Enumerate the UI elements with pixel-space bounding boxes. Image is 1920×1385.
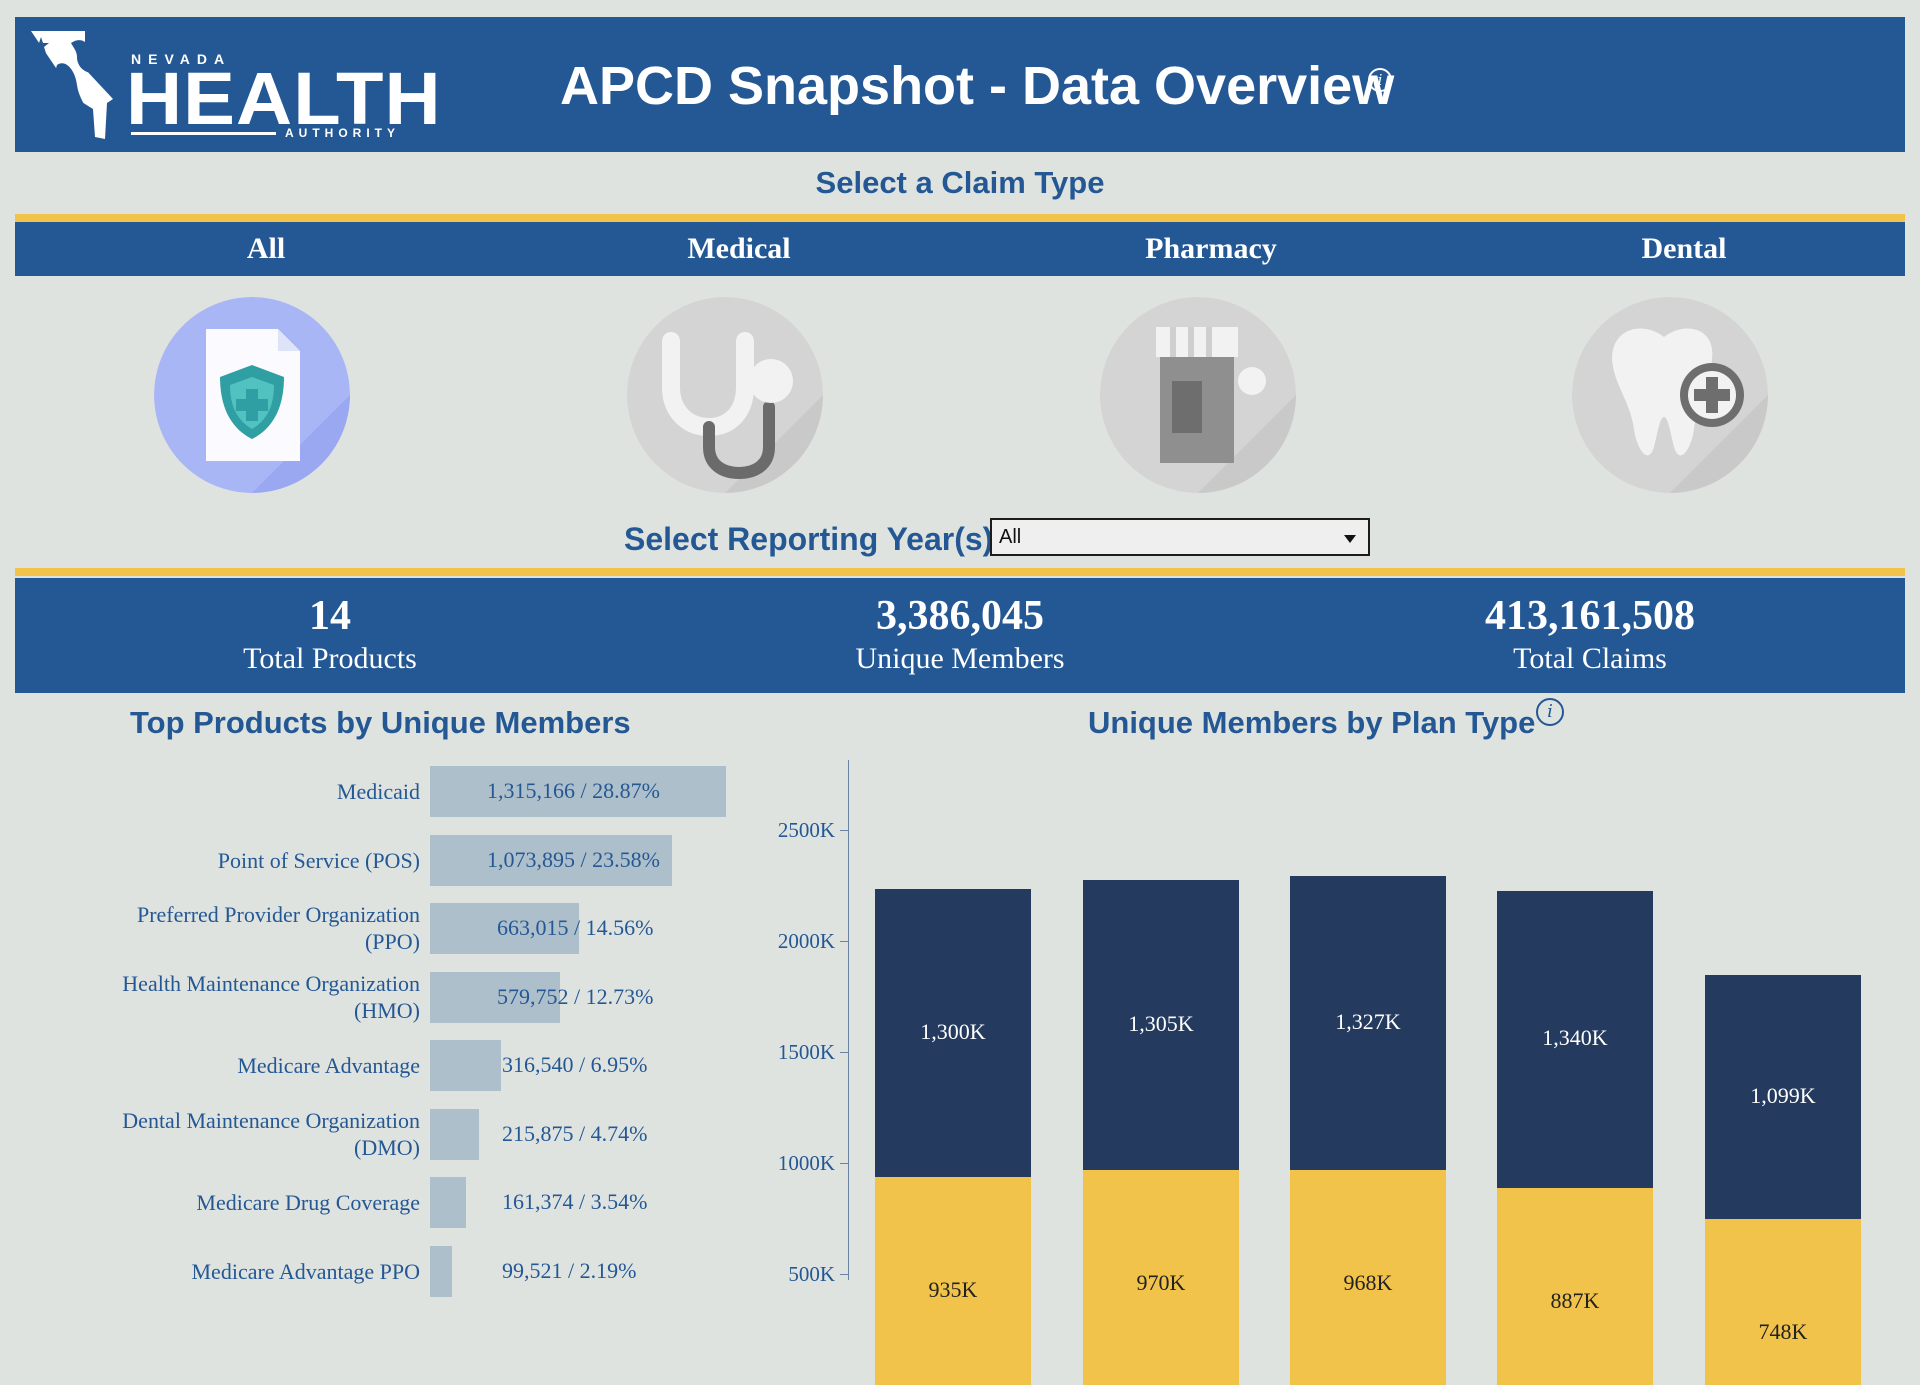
product-category-label: Medicare Advantage [237,1053,420,1078]
info-icon[interactable]: i [1536,698,1564,726]
header-banner: NEVADA HEALTH AUTHORITY APCD Snapshot - … [15,17,1905,152]
stacked-bar-segment[interactable] [1497,890,1653,1189]
tooth-plus-icon[interactable] [1572,297,1768,493]
product-category-label: Health Maintenance Organization (HMO) [122,970,420,1023]
reporting-year-select[interactable]: All [990,518,1370,556]
stacked-bar-segment[interactable] [1705,974,1861,1219]
stacked-bar-segment[interactable] [875,888,1031,1178]
page-title: APCD Snapshot - Data Overview [560,56,1395,116]
y-axis-line [848,760,849,1280]
product-bar[interactable] [430,1245,453,1297]
product-category-label: Medicare Drug Coverage [196,1190,420,1215]
kpi-label: Unique Members [855,642,1065,675]
segment-data-label: 1,300K [920,1019,986,1045]
product-data-label: 1,073,895 / 23.58% [487,846,660,872]
product-data-label: 99,521 / 2.19% [502,1257,637,1283]
y-tick-mark [840,830,848,831]
kpi-bar: 14 Total Products 3,386,045 Unique Membe… [15,578,1905,693]
product-category-label: Point of Service (POS) [217,847,420,873]
nevada-state-bighorn-icon [31,31,113,139]
product-data-label: 663,015 / 14.56% [497,915,654,940]
product-category-label: Medicaid [336,779,420,804]
info-icon[interactable]: i [1368,68,1392,92]
logo-health-text: HEALTH [126,57,442,140]
gold-divider [15,568,1905,576]
y-tick-label: 500K [788,1262,835,1286]
segment-data-label: 970K [1136,1269,1186,1295]
tab-all[interactable]: All [246,232,286,265]
pill-bottle-icon[interactable] [1100,297,1296,493]
tab-pharmacy[interactable]: Pharmacy [1145,232,1277,265]
segment-data-label: 887K [1550,1288,1600,1314]
segment-data-label: 968K [1343,1270,1393,1296]
gold-divider [15,214,1905,222]
kpi-value: 3,386,045 [876,593,1044,639]
product-category-label: Dental Maintenance Organization (DMO) [122,1107,420,1160]
product-bar[interactable] [430,903,580,954]
product-bar[interactable] [430,971,561,1023]
product-data-label: 161,374 / 3.54% [502,1189,648,1214]
product-category-label: Preferred Provider Organization (PPO) [136,902,420,954]
chevron-down-icon [1344,535,1356,543]
stacked-bar-segment[interactable] [1290,875,1446,1171]
nevada-health-authority-logo: NEVADA HEALTH AUTHORITY [27,29,441,141]
y-tick-mark [840,1052,848,1053]
segment-data-label: 748K [1758,1318,1808,1344]
segment-data-label: 935K [928,1277,978,1303]
segment-data-label: 1,099K [1750,1082,1816,1108]
stacked-bar-segment[interactable] [1083,879,1239,1170]
product-bar[interactable] [430,1108,479,1160]
logo-authority-text: AUTHORITY [285,126,400,140]
stethoscope-icon[interactable] [627,297,823,493]
product-bar[interactable] [430,1040,502,1091]
reporting-year-value: All [999,526,1022,548]
logo-nevada-text: NEVADA [131,51,232,67]
product-category-label: Medicare Advantage PPO [191,1258,421,1284]
kpi-label: Total Claims [1513,642,1667,675]
y-tick-label: 1000K [777,1151,835,1175]
kpi-value: 14 [309,593,351,639]
document-shield-icon[interactable] [154,297,350,493]
y-tick-label: 2000K [777,929,835,953]
y-tick-mark [840,1163,848,1164]
y-tick-mark [840,1274,848,1275]
plan-type-title: Unique Members by Plan Type [1088,705,1536,740]
reporting-year-label: Select Reporting Year(s): [624,521,1004,557]
tab-dental[interactable]: Dental [1641,232,1727,265]
product-bar[interactable] [430,766,726,817]
y-tick-mark [840,941,848,942]
tab-medical[interactable]: Medical [687,232,791,265]
product-data-label: 316,540 / 6.95% [502,1052,648,1077]
stacked-bar-segment[interactable] [1705,1218,1861,1385]
product-data-label: 1,315,166 / 28.87% [487,778,660,803]
claim-type-tabs: All Medical Pharmacy Dental [15,222,1905,276]
top-products-title: Top Products by Unique Members [130,705,631,740]
product-data-label: 215,875 / 4.74% [502,1120,648,1146]
y-tick-label: 2500K [777,818,835,842]
stacked-bar-segment[interactable] [1497,1188,1653,1385]
logo-rule [131,132,276,135]
y-tick-label: 1500K [777,1040,835,1064]
claim-type-heading: Select a Claim Type [815,165,1105,200]
kpi-label: Total Products [243,642,417,675]
product-data-label: 579,752 / 12.73% [497,983,654,1009]
product-bar[interactable] [430,1177,467,1228]
segment-data-label: 1,305K [1128,1010,1194,1036]
kpi-value: 413,161,508 [1485,593,1695,639]
segment-data-label: 1,340K [1542,1025,1608,1051]
product-bar[interactable] [430,834,672,886]
segment-data-label: 1,327K [1335,1008,1401,1034]
